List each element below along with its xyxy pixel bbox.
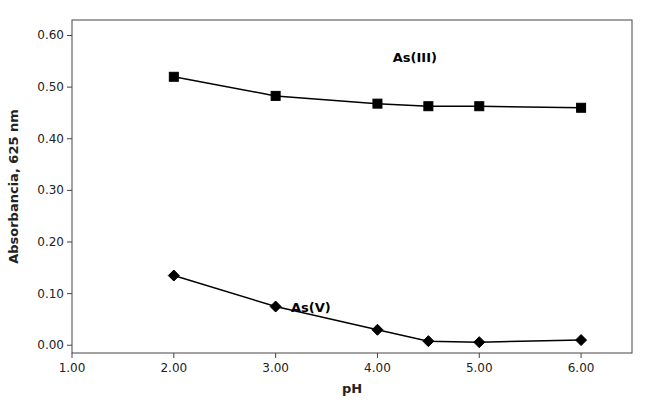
x-tick-label: 2.00 bbox=[160, 361, 187, 375]
point-square bbox=[373, 99, 382, 108]
point-diamond bbox=[270, 301, 281, 312]
y-tick bbox=[67, 293, 72, 294]
y-tick-label: 0.40 bbox=[37, 132, 64, 146]
x-axis-label: pH bbox=[342, 381, 362, 396]
y-tick-label: 0.10 bbox=[37, 287, 64, 301]
y-tick bbox=[67, 242, 72, 243]
point-diamond bbox=[168, 270, 179, 281]
y-tick-label: 0.50 bbox=[37, 80, 64, 94]
point-square bbox=[271, 91, 280, 100]
x-tick-label: 5.00 bbox=[466, 361, 493, 375]
x-tick bbox=[72, 353, 73, 358]
annotation: As(V) bbox=[291, 300, 331, 315]
chart-container: 1.00 2.00 3.00 4.00 5.00 6.00 0.00 0.10 0.20 0.30… bbox=[0, 0, 654, 405]
series-line bbox=[174, 276, 581, 343]
point-diamond bbox=[372, 324, 383, 335]
plot-frame bbox=[72, 20, 632, 353]
point-square bbox=[577, 103, 586, 112]
x-tick bbox=[275, 353, 276, 358]
data-layer bbox=[168, 72, 586, 347]
point-diamond bbox=[576, 335, 587, 346]
series-line bbox=[174, 77, 581, 108]
y-axis-label: Absorbancia, 625 nm bbox=[6, 109, 21, 264]
point-diamond bbox=[423, 336, 434, 347]
y-tick bbox=[67, 138, 72, 139]
x-tick-label: 4.00 bbox=[364, 361, 391, 375]
x-tick-label: 6.00 bbox=[568, 361, 595, 375]
point-square bbox=[424, 102, 433, 111]
y-tick-label: 0.30 bbox=[37, 183, 64, 197]
y-tick bbox=[67, 87, 72, 88]
y-tick-label: 0.00 bbox=[37, 338, 64, 352]
annotations: As(III) As(V) bbox=[291, 50, 437, 314]
y-tick bbox=[67, 35, 72, 36]
x-tick bbox=[581, 353, 582, 358]
y-tick bbox=[67, 345, 72, 346]
x-tick bbox=[173, 353, 174, 358]
x-tick bbox=[377, 353, 378, 358]
x-tick bbox=[479, 353, 480, 358]
point-diamond bbox=[474, 337, 485, 348]
axes: 1.00 2.00 3.00 4.00 5.00 6.00 0.00 0.10 0.20 0.30… bbox=[37, 28, 594, 375]
x-tick-label: 1.00 bbox=[59, 361, 86, 375]
point-square bbox=[169, 72, 178, 81]
y-tick-label: 0.20 bbox=[37, 235, 64, 249]
point-square bbox=[475, 102, 484, 111]
annotation: As(III) bbox=[393, 50, 437, 65]
y-tick bbox=[67, 190, 72, 191]
chart-svg: 1.00 2.00 3.00 4.00 5.00 6.00 0.00 0.10 0.20 0.30… bbox=[0, 0, 654, 405]
x-tick-label: 3.00 bbox=[262, 361, 289, 375]
y-tick-label: 0.60 bbox=[37, 28, 64, 42]
